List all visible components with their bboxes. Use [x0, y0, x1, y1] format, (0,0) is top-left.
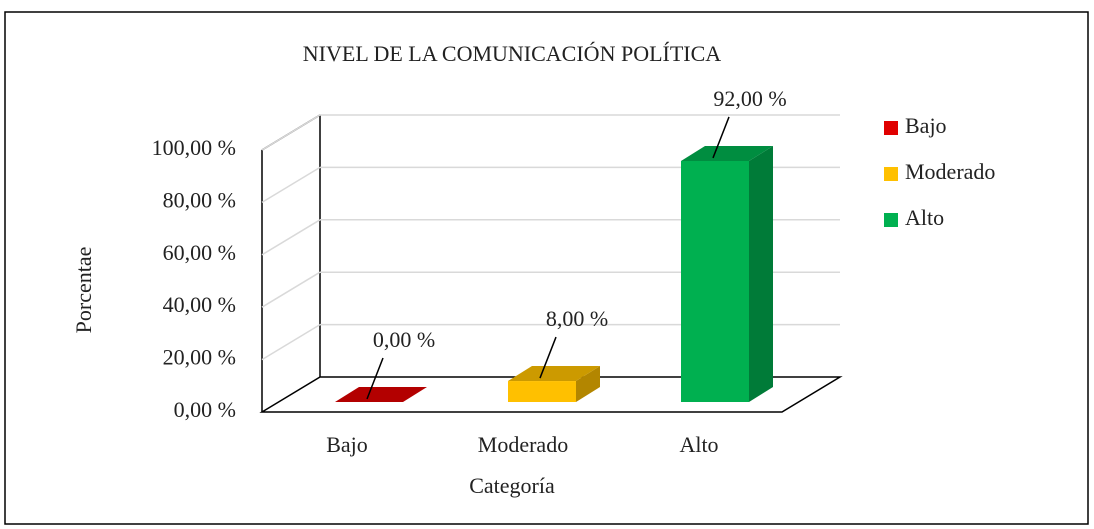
- y-tick-label: 80,00 %: [163, 187, 236, 212]
- grid-line: [261, 219, 321, 256]
- legend-label: Alto: [905, 205, 944, 230]
- chart-title: NIVEL DE LA COMUNICACIÓN POLÍTICA: [303, 41, 721, 66]
- bar-side: [576, 366, 600, 402]
- y-tick-label: 40,00 %: [163, 292, 236, 317]
- legend-label: Moderado: [905, 159, 995, 184]
- leader-line: [539, 336, 557, 379]
- y-tick-label: 100,00 %: [152, 135, 236, 160]
- y-axis-label: Porcentae: [71, 247, 96, 334]
- bar-top: [335, 387, 427, 402]
- bar-side: [749, 145, 773, 402]
- bar-front: [508, 381, 576, 402]
- data-label: 92,00 %: [713, 86, 786, 111]
- grid-line: [261, 114, 321, 151]
- y-tick-label: 0,00 %: [174, 397, 236, 422]
- bar-top: [508, 366, 600, 382]
- y-tick-label: 20,00 %: [163, 345, 236, 370]
- x-tick-label: Bajo: [326, 432, 368, 457]
- data-label: 0,00 %: [373, 327, 435, 352]
- leader-line: [366, 357, 384, 400]
- legend-swatch: [884, 213, 898, 227]
- chart-frame: [4, 11, 1089, 525]
- data-label: 8,00 %: [546, 306, 608, 331]
- leader-line: [712, 116, 730, 159]
- legend-label: Bajo: [905, 113, 947, 138]
- x-tick-label: Alto: [679, 432, 718, 457]
- grid-line: [261, 166, 321, 204]
- floor: [259, 376, 843, 413]
- legend-swatch: [884, 167, 898, 181]
- x-tick-label: Moderado: [478, 432, 568, 457]
- grid-line: [261, 271, 321, 308]
- x-axis-label: Categoría: [469, 473, 555, 498]
- legend-swatch: [884, 121, 898, 135]
- bar-front: [681, 160, 749, 402]
- bar-top: [681, 145, 773, 161]
- y-tick-label: 60,00 %: [163, 240, 236, 265]
- grid-line: [261, 323, 321, 361]
